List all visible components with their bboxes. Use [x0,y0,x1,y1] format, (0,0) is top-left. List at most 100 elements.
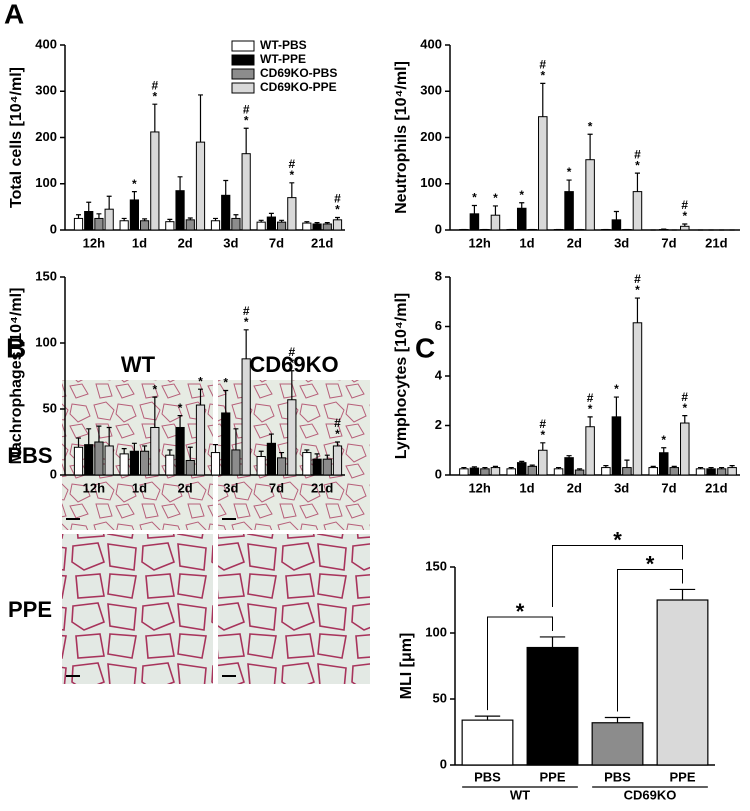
x-tick-label: 21d [311,480,333,495]
x-tick-label: 12h [83,480,105,495]
x-tick-label: PBS [474,769,501,784]
y-tick-label: 4 [435,367,443,382]
bar [129,199,139,231]
significance-mark: * [661,433,666,447]
bar [469,467,480,476]
significance-mark: * [588,119,593,133]
bar [150,426,160,476]
bar [516,462,527,476]
significance-mark: * [493,191,498,205]
significance-mark: # [243,304,250,318]
bar [516,207,527,231]
x-tick-label: 3d [223,235,238,250]
error-bar [233,214,239,219]
image-column-label: WT [121,352,156,377]
bar [84,444,94,476]
error-bar [335,216,340,220]
significance-mark: * [646,551,655,576]
histology-image [218,534,370,684]
x-tick-label: 21d [705,235,727,250]
bar [231,449,241,476]
error-bar [167,218,173,222]
error-bar [540,82,546,117]
error-bar [76,214,81,219]
error-bar [279,451,285,458]
bar [104,445,114,476]
error-bar [142,218,148,221]
bar [302,452,312,476]
error-bar [243,127,249,154]
error-bar [142,445,148,452]
significance-mark: # [634,147,641,161]
significance-mark: # [288,345,295,359]
bar [287,197,297,231]
significance-mark: # [634,272,641,286]
bar [287,399,297,476]
y-tick-label: 100 [425,624,447,639]
error-bar [152,396,158,428]
bar [490,467,501,476]
y-axis-label: Machrophages [10⁴/ml] [8,288,25,465]
bar [585,426,595,476]
error-bar [258,450,264,457]
x-tick-label: 1d [132,480,147,495]
significance-mark: * [289,168,294,182]
image-row-label: PPE [8,597,52,622]
y-tick-label: 300 [420,83,442,98]
error-bar [223,389,229,413]
y-tick-label: 0 [50,221,57,236]
bar [622,467,632,476]
significance-mark: * [289,356,294,370]
panel-label: C [415,332,435,363]
bar [332,445,343,476]
error-bar [624,459,630,468]
significance-mark: * [635,283,640,297]
significance-mark: # [288,157,295,171]
y-tick-label: 400 [420,36,442,51]
x-tick-label: 12h [83,235,105,250]
error-bar [508,466,514,469]
bar [658,452,669,476]
error-bar [671,465,677,468]
error-bar [131,191,137,200]
error-bar [492,205,499,216]
bar [591,722,644,766]
error-bar [96,213,102,219]
error-bar [634,297,641,323]
x-tick-label: 12h [468,235,490,250]
bar [574,469,585,476]
bar [538,116,548,231]
bar [195,141,206,231]
y-axis-label: Neutrophils [10⁴/ml] [393,61,410,214]
error-bar [566,179,572,192]
error-bar [213,444,218,453]
y-tick-label: 0 [435,221,442,236]
error-bar [304,449,310,453]
legend-label: WT-PPE [260,52,306,66]
bar [210,452,221,476]
error-bar [471,204,477,214]
y-tick-label: 0 [50,466,57,481]
error-bar [177,176,183,191]
y-tick-label: 100 [35,334,57,349]
y-tick-label: 0 [435,466,442,481]
bar [680,225,690,231]
significance-mark: # [539,58,546,72]
error-bar [577,468,583,471]
significance-mark: * [198,374,203,388]
error-bar [729,464,735,468]
x-tick-label: 21d [311,235,333,250]
error-bar [86,428,92,445]
y-tick-label: 8 [435,268,442,283]
bar [266,442,276,476]
bar [256,221,266,231]
bar [73,217,84,231]
significance-mark: # [334,192,341,206]
error-bar [258,219,264,223]
bar [185,459,195,476]
bar [459,468,469,476]
significance-mark: # [334,416,341,430]
y-tick-label: 150 [35,268,57,283]
x-tick-label: 3d [223,480,238,495]
error-bar [152,103,158,132]
